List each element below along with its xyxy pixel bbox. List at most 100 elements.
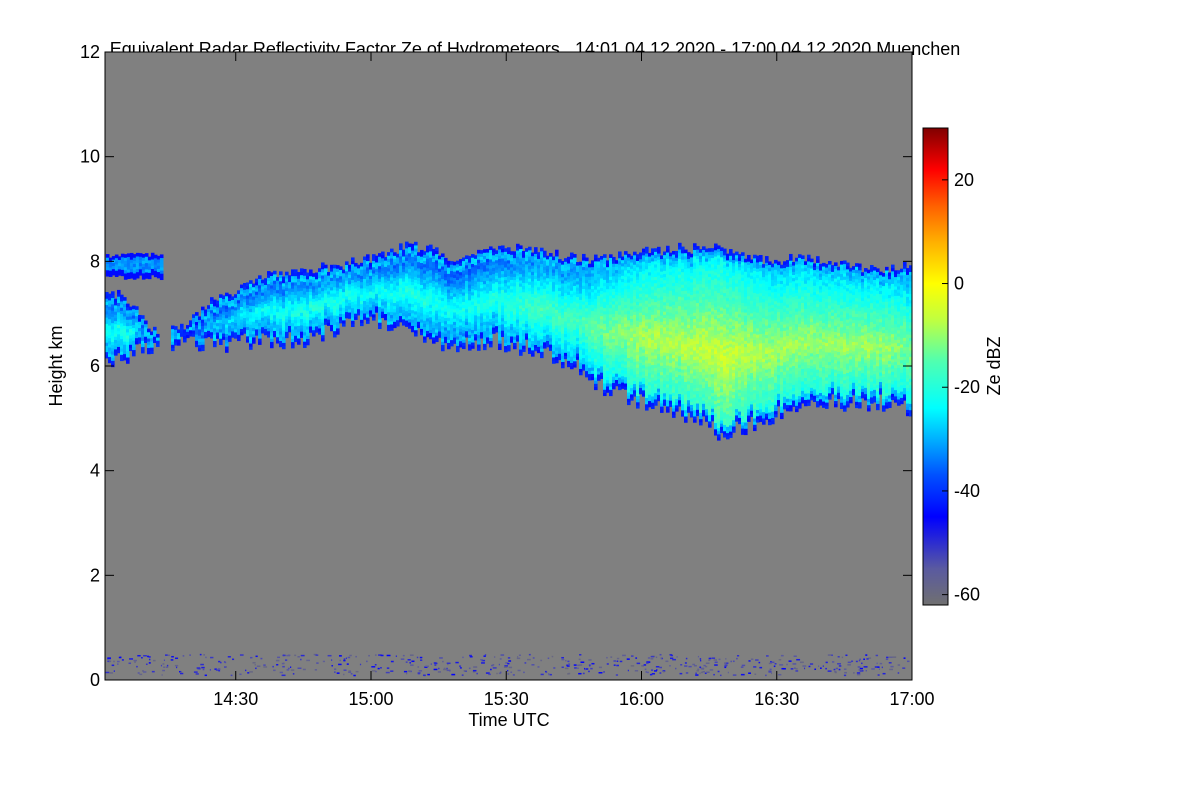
heatmap-cell	[429, 263, 433, 268]
heatmap-cell	[516, 275, 520, 279]
heatmap-cell	[126, 357, 130, 361]
heatmap-cell	[582, 253, 586, 258]
heatmap-cell	[660, 255, 664, 260]
heatmap-cell	[531, 268, 535, 272]
heatmap-cell	[438, 290, 442, 294]
heatmap-cell	[501, 327, 505, 331]
heatmap-cell	[603, 379, 607, 384]
heatmap-cell	[219, 322, 223, 327]
heatmap-cell	[393, 283, 397, 288]
heatmap-cell	[531, 334, 535, 338]
heatmap-cell	[429, 291, 433, 296]
heatmap-cell	[555, 340, 559, 345]
heatmap-cell	[213, 315, 217, 319]
heatmap-cell	[603, 301, 607, 305]
heatmap-cell	[135, 312, 139, 317]
heatmap-cell	[549, 334, 553, 339]
heatmap-cell	[342, 301, 346, 305]
heatmap-cell	[297, 309, 301, 314]
heatmap-cell	[543, 304, 547, 308]
heatmap-cell	[645, 275, 649, 279]
heatmap-cell	[675, 407, 679, 412]
heatmap-cell	[657, 293, 661, 298]
heatmap-cell	[621, 303, 625, 308]
heatmap-cell	[675, 389, 679, 393]
heatmap-cell	[588, 298, 592, 302]
heatmap-cell	[669, 400, 673, 404]
heatmap-cell	[630, 312, 634, 316]
heatmap-cell	[108, 325, 112, 329]
heatmap-cell	[306, 288, 310, 292]
heatmap-cell	[138, 330, 142, 335]
heatmap-cell	[585, 273, 589, 277]
heatmap-cell	[612, 288, 616, 292]
heatmap-cell	[564, 330, 568, 335]
heatmap-cell	[468, 293, 472, 298]
heatmap-cell	[612, 385, 616, 390]
heatmap-cell	[372, 316, 376, 321]
heatmap-cell	[579, 283, 583, 288]
heatmap-cell	[669, 280, 673, 285]
heatmap-cell	[519, 261, 523, 265]
heatmap-cell	[219, 316, 223, 320]
heatmap-cell	[255, 297, 259, 302]
heatmap-cell	[672, 414, 676, 418]
heatmap-cell	[624, 329, 628, 334]
heatmap-cell	[267, 324, 271, 329]
heatmap-cell	[336, 287, 340, 291]
heatmap-cell	[627, 272, 631, 277]
heatmap-cell	[399, 274, 403, 279]
heatmap-cell	[111, 347, 115, 352]
heatmap-cell	[546, 334, 550, 338]
heatmap-cell	[579, 324, 583, 329]
heatmap-cell	[648, 328, 652, 332]
heatmap-cell	[612, 379, 616, 384]
heatmap-cell	[543, 297, 547, 302]
heatmap-cell	[342, 304, 346, 308]
heatmap-cell	[600, 331, 604, 336]
heatmap-cell	[606, 342, 610, 346]
heatmap-cell	[231, 324, 235, 329]
heatmap-cell	[576, 337, 580, 342]
heatmap-cell	[114, 326, 118, 331]
heatmap-cell	[429, 244, 433, 249]
heatmap-cell	[573, 313, 577, 318]
heatmap-cell	[345, 286, 349, 291]
heatmap-cell	[420, 268, 424, 273]
heatmap-cell	[654, 364, 658, 369]
heatmap-cell	[606, 279, 610, 283]
heatmap-cell	[243, 317, 247, 322]
heatmap-cell	[417, 296, 421, 300]
heatmap-cell	[303, 300, 307, 305]
heatmap-cell	[498, 318, 502, 322]
heatmap-cell	[642, 367, 646, 372]
heatmap-cell	[579, 340, 583, 344]
heatmap-cell	[114, 345, 118, 350]
heatmap-cell	[648, 356, 652, 361]
heatmap-cell	[183, 329, 187, 334]
heatmap-cell	[510, 285, 514, 290]
heatmap-cell	[258, 322, 262, 327]
heatmap-cell	[258, 287, 262, 292]
heatmap-cell	[141, 318, 145, 323]
heatmap-cell	[594, 260, 598, 265]
heatmap-cell	[120, 338, 124, 343]
heatmap-cell	[414, 241, 418, 246]
heatmap-cell	[552, 269, 556, 273]
heatmap-cell	[540, 266, 544, 271]
heatmap-cell	[237, 306, 241, 310]
heatmap-cell	[672, 345, 676, 349]
heatmap-cell	[522, 269, 526, 274]
heatmap-cell	[234, 313, 238, 317]
heatmap-cell	[552, 256, 556, 261]
heatmap-cell	[363, 259, 367, 264]
heatmap-cell	[285, 309, 289, 314]
heatmap-cell	[423, 326, 427, 331]
heatmap-cell	[648, 284, 652, 289]
heatmap-cell	[531, 265, 535, 269]
heatmap-cell	[336, 274, 340, 279]
heatmap-cell	[552, 272, 556, 276]
heatmap-cell	[609, 279, 613, 284]
heatmap-cell	[471, 263, 475, 268]
heatmap-cell	[429, 272, 433, 277]
